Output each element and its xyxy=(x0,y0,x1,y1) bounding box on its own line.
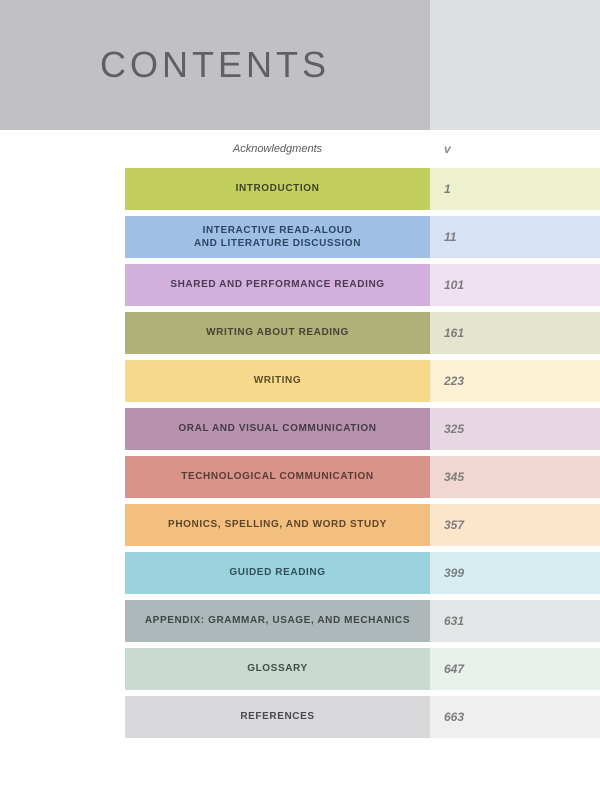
page-title: CONTENTS xyxy=(100,44,330,86)
toc-row-page: 101 xyxy=(430,264,600,306)
toc-row: GLOSSARY647 xyxy=(125,648,600,690)
toc-row-page: 1 xyxy=(430,168,600,210)
toc-row-page: 357 xyxy=(430,504,600,546)
toc-row-page: 647 xyxy=(430,648,600,690)
toc-row-label: PHONICS, SPELLING, AND WORD STUDY xyxy=(125,504,430,546)
toc-row-label: SHARED AND PERFORMANCE READING xyxy=(125,264,430,306)
ack-label: Acknowledgments xyxy=(125,143,430,155)
header: CONTENTS xyxy=(0,0,600,130)
toc-row-page: 11 xyxy=(430,216,600,258)
toc-row-label: REFERENCES xyxy=(125,696,430,738)
acknowledgments-row: Acknowledgments v xyxy=(0,130,600,168)
toc-row-label: WRITING ABOUT READING xyxy=(125,312,430,354)
toc-row-page: 325 xyxy=(430,408,600,450)
toc-row: PHONICS, SPELLING, AND WORD STUDY357 xyxy=(125,504,600,546)
toc-row: TECHNOLOGICAL COMMUNICATION345 xyxy=(125,456,600,498)
toc-row-label: APPENDIX: GRAMMAR, USAGE, AND MECHANICS xyxy=(125,600,430,642)
toc-row: SHARED AND PERFORMANCE READING101 xyxy=(125,264,600,306)
toc-row-label: INTERACTIVE READ-ALOUDAND LITERATURE DIS… xyxy=(125,216,430,258)
toc-row-page: 161 xyxy=(430,312,600,354)
toc-row-page: 345 xyxy=(430,456,600,498)
toc-row: ORAL AND VISUAL COMMUNICATION325 xyxy=(125,408,600,450)
toc-row-page: 663 xyxy=(430,696,600,738)
toc-row-label: TECHNOLOGICAL COMMUNICATION xyxy=(125,456,430,498)
toc-row-label: INTRODUCTION xyxy=(125,168,430,210)
toc-row: GUIDED READING399 xyxy=(125,552,600,594)
toc-row-label: GUIDED READING xyxy=(125,552,430,594)
ack-page: v xyxy=(430,142,600,156)
toc-row: WRITING223 xyxy=(125,360,600,402)
toc-row-page: 223 xyxy=(430,360,600,402)
toc-row: WRITING ABOUT READING161 xyxy=(125,312,600,354)
toc-row: INTRODUCTION1 xyxy=(125,168,600,210)
header-right xyxy=(430,0,600,130)
header-left: CONTENTS xyxy=(0,0,430,130)
toc-row: APPENDIX: GRAMMAR, USAGE, AND MECHANICS6… xyxy=(125,600,600,642)
toc-row-label: ORAL AND VISUAL COMMUNICATION xyxy=(125,408,430,450)
toc-row-label: WRITING xyxy=(125,360,430,402)
toc-row-page: 631 xyxy=(430,600,600,642)
toc: INTRODUCTION1INTERACTIVE READ-ALOUDAND L… xyxy=(0,168,600,744)
toc-row-label: GLOSSARY xyxy=(125,648,430,690)
toc-row: INTERACTIVE READ-ALOUDAND LITERATURE DIS… xyxy=(125,216,600,258)
toc-row-page: 399 xyxy=(430,552,600,594)
toc-row: REFERENCES663 xyxy=(125,696,600,738)
